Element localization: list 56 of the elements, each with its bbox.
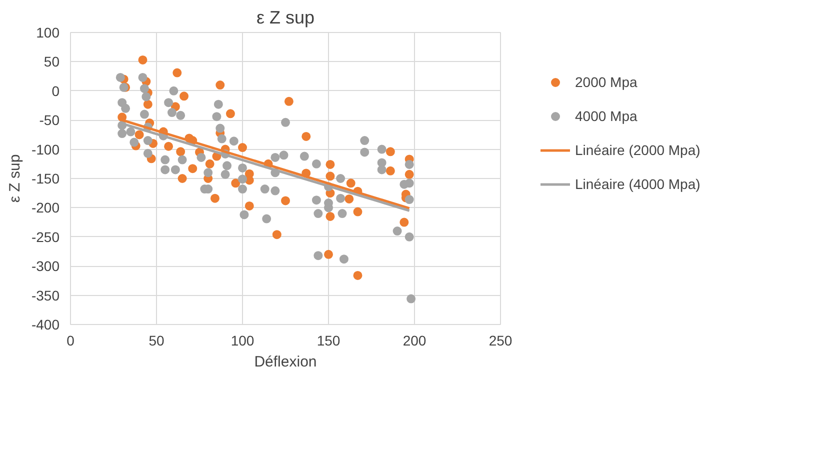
point (238, 143, 247, 152)
point (138, 55, 148, 64)
point (353, 270, 362, 280)
point (231, 178, 240, 188)
point (172, 68, 182, 78)
point (281, 196, 290, 206)
chart-title: ε Z sup (256, 8, 315, 28)
legend-label: Linéaire (2000 Mpa) (575, 142, 700, 158)
legend-label: 4000 Mpa (575, 108, 638, 124)
point (244, 201, 254, 210)
point (226, 109, 235, 118)
point (326, 212, 335, 221)
y-tick-label: -200 (31, 200, 60, 216)
point (404, 170, 414, 179)
x-tick-label: 200 (402, 332, 426, 348)
point (176, 147, 186, 156)
point (143, 100, 152, 109)
point (164, 142, 174, 151)
y-tick-label: -400 (31, 316, 60, 332)
y-tick-label: -150 (31, 170, 60, 186)
x-tick-label: 100 (230, 332, 254, 348)
x-axis-title: Déflexion (254, 354, 317, 370)
x-tick-label: 250 (488, 332, 512, 348)
point (134, 130, 144, 140)
point (188, 164, 198, 174)
y-tick-label: -100 (31, 141, 60, 158)
legend-label: Linéaire (4000 Mpa) (575, 176, 700, 192)
y-tick-label: 0 (52, 82, 60, 99)
point (326, 160, 335, 169)
point (344, 194, 354, 204)
point (386, 166, 395, 176)
point (346, 178, 356, 188)
y-tick-label: -350 (31, 287, 60, 304)
y-tick-label: -50 (39, 112, 60, 128)
point (386, 147, 395, 156)
point (400, 218, 409, 227)
point (205, 159, 214, 168)
y-tick-label: 100 (36, 24, 60, 40)
point (326, 172, 335, 181)
point (272, 230, 282, 240)
y-tick-label: 50 (44, 54, 60, 70)
legend-label: 2000 Mpa (575, 74, 638, 90)
point (180, 92, 189, 101)
point (353, 207, 362, 216)
y-tick-label: -250 (31, 228, 60, 245)
y-axis-title: ε Z sup (6, 154, 24, 203)
point (178, 174, 187, 183)
point (284, 96, 294, 106)
x-tick-label: 50 (148, 332, 164, 348)
point (216, 80, 225, 90)
point (302, 132, 311, 141)
x-tick-label: 0 (66, 332, 75, 348)
point (210, 194, 220, 203)
point (324, 250, 333, 259)
x-tick-label: 150 (316, 332, 340, 348)
y-tick-label: -300 (31, 258, 60, 274)
